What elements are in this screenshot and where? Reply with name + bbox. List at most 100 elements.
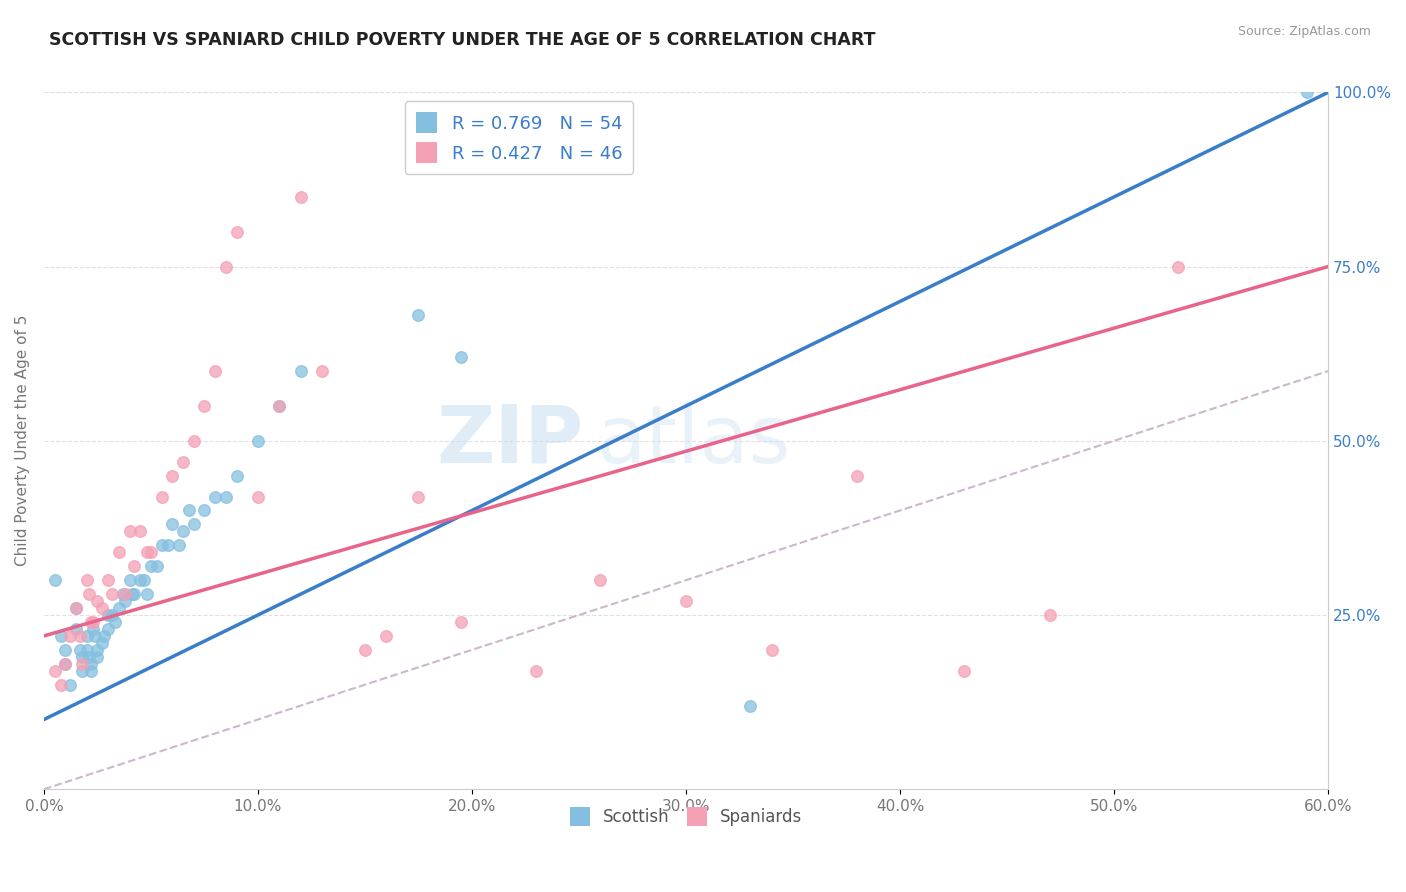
Point <box>82 615 104 629</box>
Point <box>90 601 112 615</box>
Point <box>107 601 129 615</box>
Point <box>80 664 103 678</box>
Point <box>118 573 141 587</box>
Point <box>172 524 194 539</box>
Point <box>49 678 72 692</box>
Point <box>311 364 333 378</box>
Point <box>150 490 173 504</box>
Point <box>107 545 129 559</box>
Point <box>129 524 152 539</box>
Point <box>408 309 430 323</box>
Point <box>80 615 103 629</box>
Point <box>86 594 108 608</box>
Text: ZIP: ZIP <box>436 401 583 480</box>
Point <box>354 643 377 657</box>
Legend: Scottish, Spaniards: Scottish, Spaniards <box>564 800 808 833</box>
Point <box>90 636 112 650</box>
Point <box>97 607 120 622</box>
Point <box>157 538 180 552</box>
Point <box>135 587 157 601</box>
Point <box>69 629 91 643</box>
Point <box>290 364 312 378</box>
Point <box>44 664 66 678</box>
Point <box>53 643 76 657</box>
Point <box>167 538 190 552</box>
Text: Source: ZipAtlas.com: Source: ZipAtlas.com <box>1237 25 1371 38</box>
Point <box>86 643 108 657</box>
Point <box>524 664 547 678</box>
Point <box>675 594 697 608</box>
Point <box>76 629 98 643</box>
Point <box>139 559 162 574</box>
Point <box>72 657 94 671</box>
Point <box>290 190 312 204</box>
Point <box>193 399 215 413</box>
Point <box>761 643 783 657</box>
Point <box>1295 86 1317 100</box>
Point <box>162 468 184 483</box>
Point <box>139 545 162 559</box>
Point <box>408 490 430 504</box>
Point <box>589 573 612 587</box>
Point <box>72 664 94 678</box>
Point <box>114 594 136 608</box>
Point <box>101 587 124 601</box>
Point <box>375 629 398 643</box>
Point <box>450 350 472 364</box>
Point <box>183 517 205 532</box>
Point <box>114 587 136 601</box>
Point <box>193 503 215 517</box>
Point <box>246 434 269 448</box>
Point <box>97 573 120 587</box>
Point <box>49 629 72 643</box>
Point <box>65 601 87 615</box>
Point <box>450 615 472 629</box>
Point <box>112 587 135 601</box>
Point <box>204 364 226 378</box>
Point <box>129 573 152 587</box>
Point <box>215 260 238 274</box>
Point <box>215 490 238 504</box>
Point <box>82 622 104 636</box>
Point <box>103 615 125 629</box>
Point <box>204 490 226 504</box>
Point <box>77 587 100 601</box>
Point <box>269 399 291 413</box>
Point <box>53 657 76 671</box>
Point <box>58 629 80 643</box>
Text: atlas: atlas <box>596 401 790 480</box>
Point <box>246 490 269 504</box>
Point <box>122 587 145 601</box>
Point <box>269 399 291 413</box>
Point <box>77 649 100 664</box>
Point <box>101 607 124 622</box>
Point <box>118 524 141 539</box>
Point <box>69 643 91 657</box>
Point <box>80 657 103 671</box>
Point <box>179 503 201 517</box>
Point <box>1039 607 1062 622</box>
Point <box>72 649 94 664</box>
Point <box>122 559 145 574</box>
Point <box>953 664 976 678</box>
Point <box>65 601 87 615</box>
Point <box>76 573 98 587</box>
Point <box>740 698 762 713</box>
Point <box>44 573 66 587</box>
Point <box>86 649 108 664</box>
Y-axis label: Child Poverty Under the Age of 5: Child Poverty Under the Age of 5 <box>15 315 30 566</box>
Point <box>84 629 107 643</box>
Point <box>121 587 143 601</box>
Point <box>1167 260 1189 274</box>
Point <box>53 657 76 671</box>
Point <box>76 643 98 657</box>
Point <box>162 517 184 532</box>
Point <box>225 468 247 483</box>
Point <box>172 455 194 469</box>
Point <box>58 678 80 692</box>
Point <box>183 434 205 448</box>
Point <box>135 545 157 559</box>
Point <box>150 538 173 552</box>
Point <box>134 573 156 587</box>
Point <box>146 559 169 574</box>
